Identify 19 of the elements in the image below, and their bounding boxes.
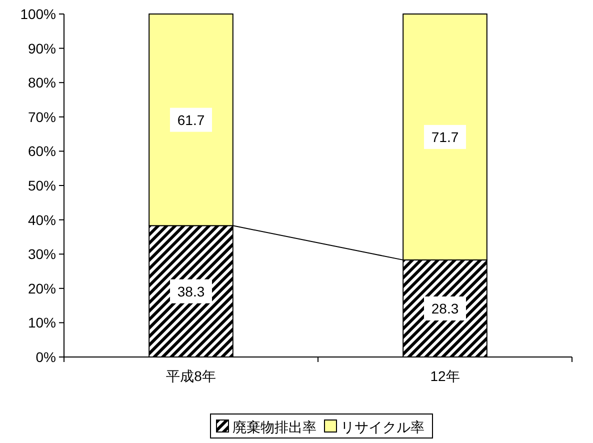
data-label: 38.3 [177,283,205,300]
data-label: 71.7 [431,128,459,145]
y-tick-label: 100% [20,6,56,22]
y-tick-label: 0% [36,349,56,365]
data-label: 28.3 [431,300,459,316]
y-tick-label: 70% [28,108,56,125]
y-tick-label: 60% [28,143,56,160]
x-tick-label: 平成8年 [166,368,216,384]
y-tick-label: 10% [28,314,56,331]
y-tick-label: 20% [28,280,56,296]
legend-label: リサイクル率 [340,419,424,435]
y-tick-label: 50% [28,178,56,194]
legend-label: 廃棄物排出率 [232,419,316,435]
y-tick-label: 30% [28,246,56,262]
x-tick-label: 12年 [430,368,460,384]
data-label: 61.7 [177,112,205,128]
y-tick-label: 80% [28,74,56,91]
y-tick-label: 40% [28,212,56,228]
y-tick-label: 90% [28,40,56,56]
